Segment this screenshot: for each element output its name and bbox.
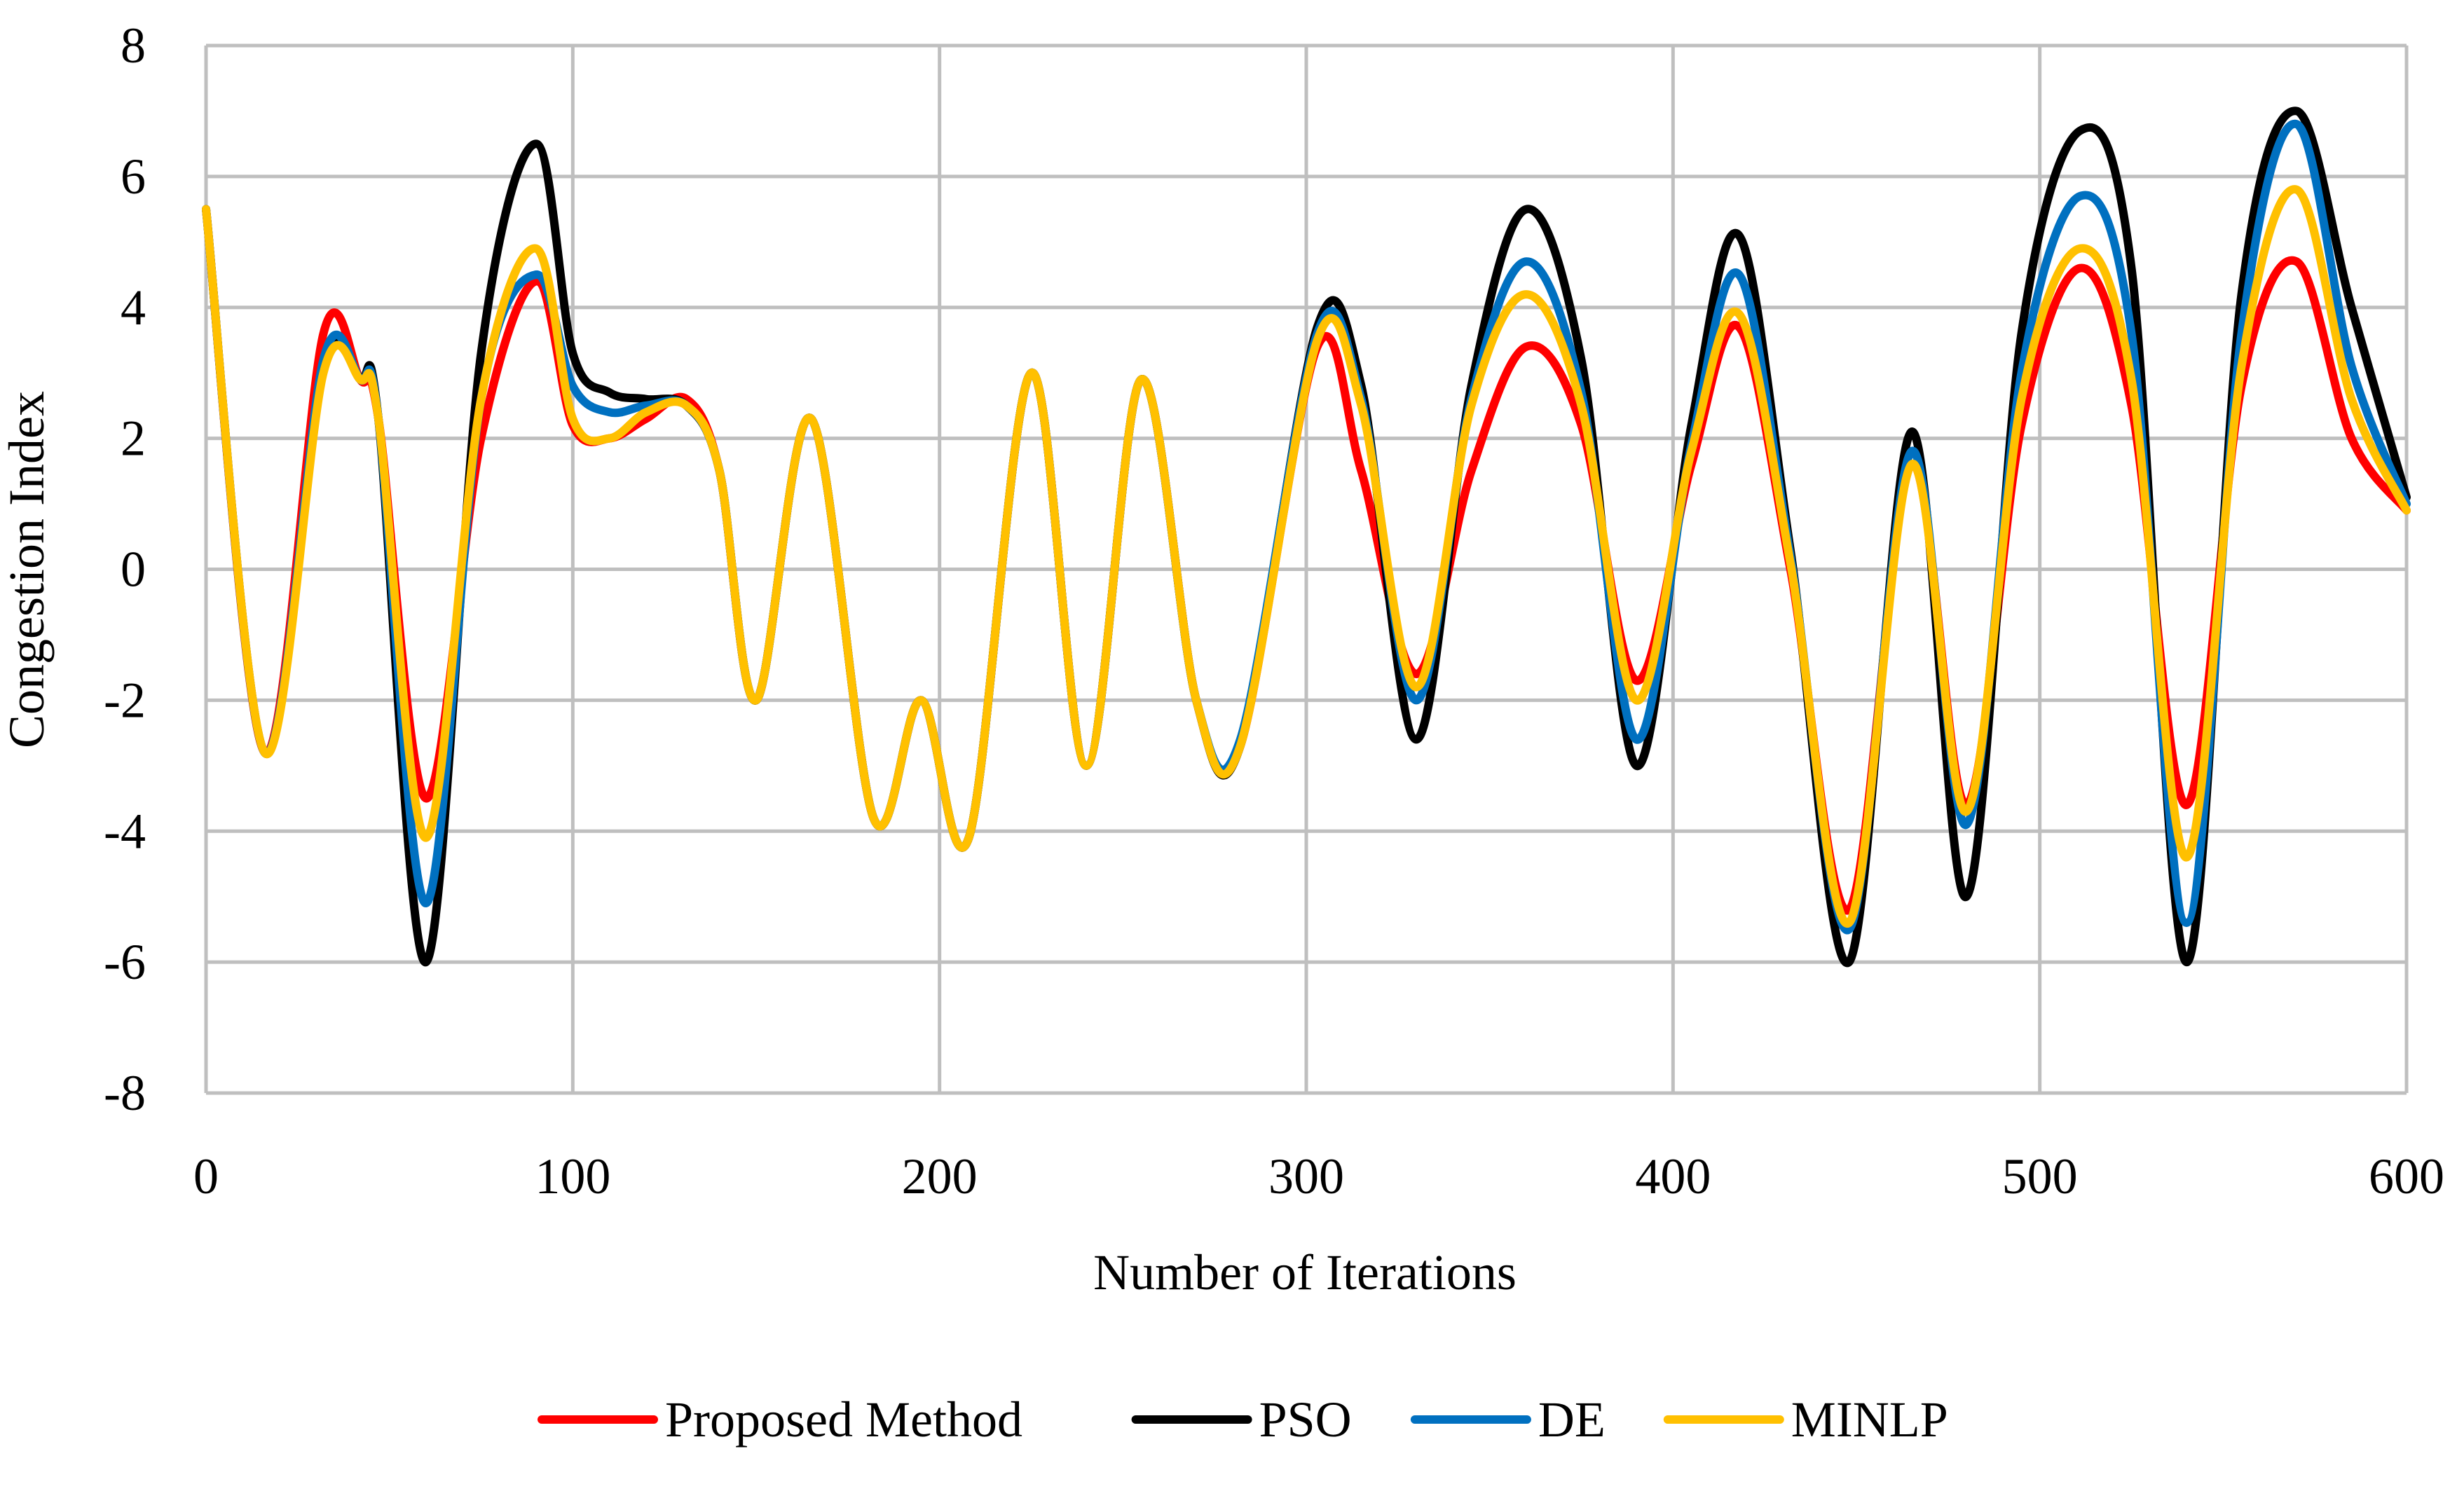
legend-label: MINLP (1791, 1392, 1948, 1448)
legend-label: PSO (1259, 1392, 1352, 1448)
y-axis-title: Congestion Index (0, 391, 55, 748)
y-tick-label: -6 (104, 934, 146, 990)
legend: Proposed Method PSO DE MINLP (538, 1392, 1948, 1448)
y-tick-label: 0 (121, 542, 146, 598)
y-tick-label: 2 (121, 411, 146, 467)
x-tick-label: 300 (1268, 1148, 1344, 1204)
legend-item-minlp: MINLP (1663, 1392, 1948, 1448)
series-lines (202, 106, 2411, 968)
x-tick-label: 200 (902, 1148, 978, 1204)
x-axis-title: Number of Iterations (1093, 1244, 1517, 1300)
y-tick-label: 4 (121, 280, 146, 336)
y-tick-label: 8 (121, 18, 146, 74)
x-tick-label: 0 (193, 1148, 219, 1204)
legend-item-de: DE (1410, 1392, 1606, 1448)
legend-label: DE (1538, 1392, 1606, 1448)
x-tick-label: 600 (2369, 1148, 2444, 1204)
legend-label: Proposed Method (665, 1392, 1022, 1448)
x-tick-label: 400 (1635, 1148, 1711, 1204)
legend-item-proposed-method: Proposed Method (538, 1392, 1022, 1448)
tick-labels: -8 -6 -4 -2 0 2 4 6 8 0 100 200 300 400 500 600 (104, 18, 2444, 1204)
series-line-minlp (202, 185, 2411, 928)
y-tick-label: -2 (104, 672, 146, 728)
y-tick-label: 6 (121, 149, 146, 205)
x-tick-label: 500 (2002, 1148, 2078, 1204)
legend-item-pso: PSO (1131, 1392, 1352, 1448)
y-tick-label: -8 (104, 1065, 146, 1121)
y-tick-label: -4 (104, 803, 146, 859)
x-tick-label: 100 (535, 1148, 610, 1204)
